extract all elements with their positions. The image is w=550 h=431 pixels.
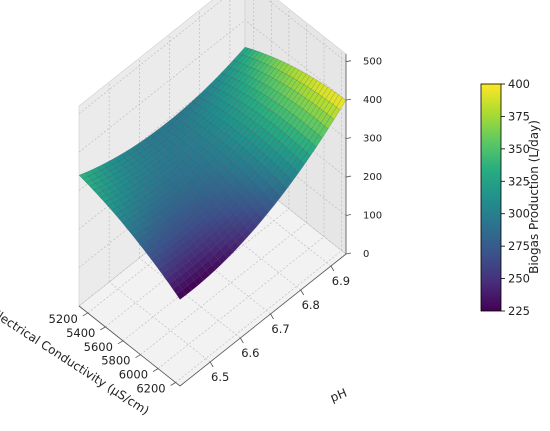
biogas-tick-label: 200: [363, 172, 382, 183]
biogas-tick-mark: [345, 98, 352, 101]
grid-line: [267, 0, 347, 62]
colorbar-tick-label: 325: [508, 174, 530, 188]
grid-line: [229, 185, 332, 267]
conductivity-tick-mark: [135, 354, 141, 359]
grid-line: [78, 0, 223, 114]
ph-tick-mark: [300, 289, 305, 296]
ph-tick-label: 6.9: [332, 274, 350, 288]
conductivity-tick-label: 5800: [101, 354, 130, 368]
grid-line: [139, 257, 241, 339]
ph-tick-mark: [270, 313, 274, 320]
grid-line: [140, 222, 307, 355]
conductivity-tick-mark: [152, 368, 159, 372]
conductivity-tick-label: 5400: [66, 326, 95, 340]
conductivity-axis-line: [78, 305, 181, 387]
surface-cell: [176, 289, 187, 300]
ph-tick-label: 6.5: [211, 370, 229, 384]
conductivity-tick-label: 6000: [119, 368, 148, 382]
colorbar-tick-label: 225: [508, 304, 530, 318]
grid-line: [244, 19, 347, 101]
ph-tick-mark: [209, 361, 214, 368]
colorbar-tick-label: 400: [508, 77, 530, 91]
ph-axis-ticks: 6.5 6.6 6.7 6.8 6.9: [209, 265, 350, 384]
colorbar-tick-label: 275: [508, 239, 530, 253]
conductivity-tick-label: 5600: [84, 340, 113, 354]
colorbar-ticks: 225 250 275 300 325 350 375 400: [501, 77, 530, 318]
grid-line: [199, 209, 301, 291]
colorbar: 225 250 275 300 325 350 375 400 Biogas Producti…: [480, 77, 541, 318]
ph-tick-label: 6.7: [271, 322, 289, 336]
colorbar-tick-label: 350: [508, 142, 530, 156]
biogas-tick-mark: [345, 175, 352, 178]
ph-axis-line: [179, 253, 347, 387]
colorbar-tick-label: 375: [508, 109, 530, 123]
grid-line: [244, 173, 347, 255]
biogas-tick-label: 0: [363, 249, 369, 260]
biogas-tick-label: 100: [363, 211, 382, 222]
surface-plot: [78, 46, 347, 300]
ph-tick-label: 6.8: [302, 298, 320, 312]
biogas-tick-mark: [345, 214, 352, 216]
conductivity-tick-mark: [170, 382, 176, 386]
ph-tick-label: 6.6: [241, 346, 259, 360]
ph-tick-mark: [240, 337, 244, 344]
conductivity-tick-label: 6200: [136, 382, 165, 396]
conductivity-tick-mark: [82, 312, 88, 317]
biogas-tick-label: 300: [363, 134, 382, 145]
grid-line: [157, 236, 325, 369]
colorbar-gradient: [480, 83, 502, 312]
conductivity-tick-label: 5200: [49, 312, 78, 326]
ph-axis-label: pH: [328, 386, 349, 405]
grid-line: [122, 208, 290, 342]
biogas-tick-mark: [345, 60, 352, 63]
biogas-tick-label: 500: [363, 57, 382, 68]
colorbar-tick-label: 250: [508, 272, 530, 286]
conductivity-tick-mark: [117, 340, 124, 345]
grid-line: [169, 233, 271, 315]
grid-line: [78, 19, 246, 153]
biogas-axis-ticks: 0 100 200 300 400 500: [345, 57, 382, 260]
axis-lines: [78, 54, 347, 387]
conductivity-tick-mark: [100, 326, 106, 331]
grid-line: [108, 281, 211, 363]
ph-tick-mark: [330, 265, 335, 272]
biogas-tick-label: 400: [363, 95, 382, 106]
biogas-tick-mark: [345, 137, 352, 140]
colorbar-label: Biogas Production (L/day): [527, 120, 541, 274]
colorbar-tick-label: 300: [508, 207, 530, 221]
grid-line: [175, 250, 342, 383]
biogas-tick-mark: [345, 252, 352, 255]
